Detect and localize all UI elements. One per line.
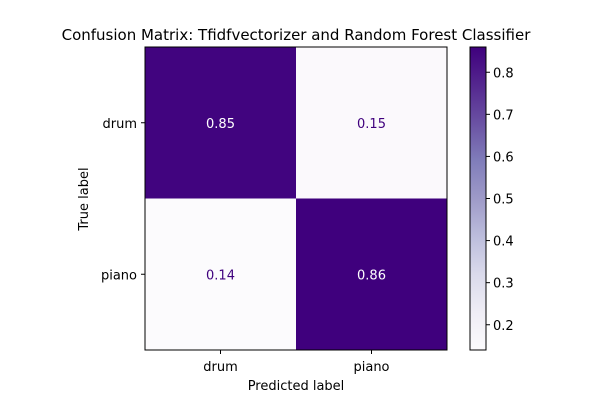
cell-value-label: 0.15 xyxy=(357,117,386,132)
heatmap-cell-labels: 0.85 0.15 0.14 0.86 xyxy=(206,117,386,284)
colorbar-tick-label: 0.6 xyxy=(493,150,514,165)
colorbar-tick-label: 0.5 xyxy=(493,193,514,208)
x-axis-label: Predicted label xyxy=(248,379,345,394)
plot-frame xyxy=(144,46,448,351)
colorbar-tick-label: 0.8 xyxy=(493,66,514,81)
cell-value-label: 0.86 xyxy=(357,268,386,283)
colorbar-tick-label: 0.7 xyxy=(493,108,514,123)
colorbar-tick-label: 0.4 xyxy=(493,235,514,250)
x-tick-label: drum xyxy=(203,360,238,375)
y-axis-ticks: drum piano xyxy=(101,117,145,283)
colorbar-ticks: 0.2 0.3 0.4 0.5 0.6 0.7 0.8 xyxy=(486,66,514,334)
x-axis-ticks: drum piano xyxy=(203,350,390,375)
y-axis-label: True label xyxy=(77,167,92,231)
cell-value-label: 0.14 xyxy=(206,268,235,283)
heatmap-cell xyxy=(296,198,447,350)
colorbar-tick-label: 0.3 xyxy=(493,277,514,292)
heatmap-cells xyxy=(145,47,447,350)
y-tick-label: piano xyxy=(101,268,137,283)
heatmap-cell xyxy=(145,198,296,350)
chart-title: Confusion Matrix: Tfidfvectorizer and Ra… xyxy=(62,26,532,44)
y-tick-label: drum xyxy=(103,117,138,132)
colorbar-tick-label: 0.2 xyxy=(493,319,514,334)
heatmap-cell xyxy=(145,47,296,199)
colorbar xyxy=(469,46,487,351)
x-tick-label: piano xyxy=(353,360,389,375)
cell-value-label: 0.85 xyxy=(206,117,235,132)
heatmap-cell xyxy=(296,47,447,199)
